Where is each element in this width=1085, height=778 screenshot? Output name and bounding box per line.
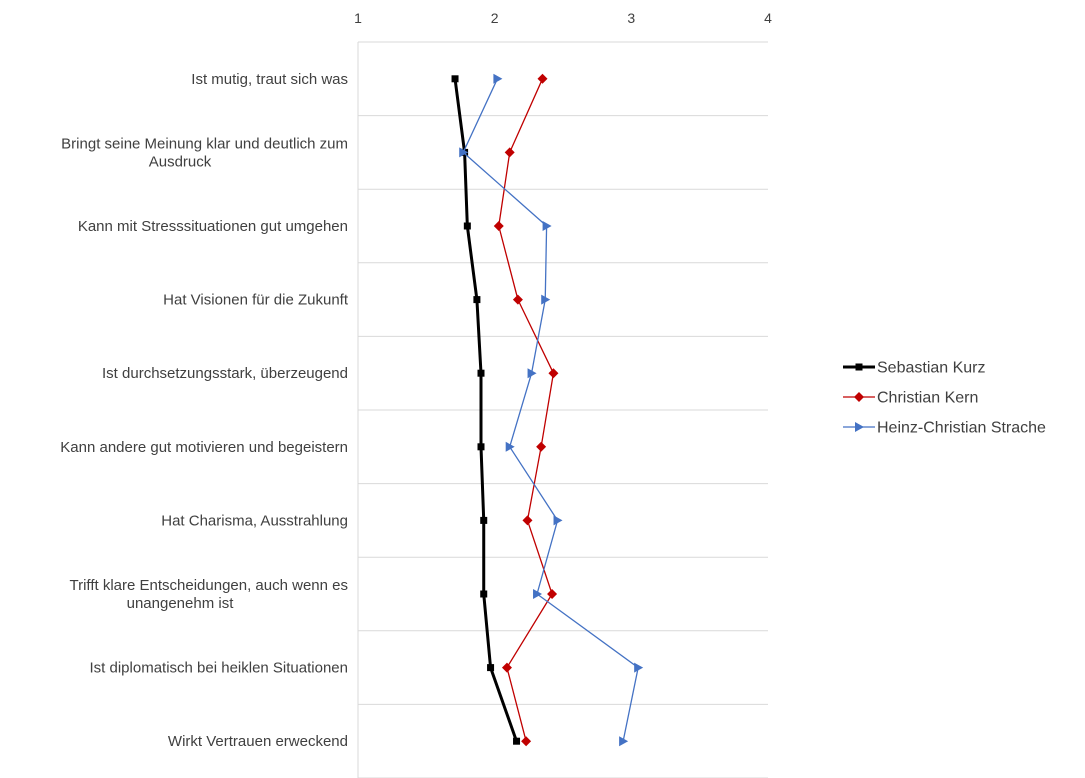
data-point	[541, 294, 551, 305]
data-point	[477, 369, 485, 377]
data-point	[547, 589, 558, 599]
data-point	[512, 294, 523, 305]
data-point	[634, 662, 644, 673]
data-point	[459, 147, 469, 158]
category-label: Kann mit Stresssituationen gut umgehen	[78, 218, 348, 235]
x-tick-label: 2	[491, 10, 499, 26]
legend-label: Heinz-Christian Strache	[877, 420, 1046, 437]
category-label: Wirkt Vertrauen erweckend	[168, 733, 348, 750]
data-point	[548, 368, 559, 379]
category-label: Trifft klare Entscheidungen, auch wenn e…	[70, 577, 349, 612]
data-point	[480, 590, 488, 598]
data-point	[536, 441, 547, 452]
series-line-2	[462, 78, 639, 742]
category-label: Ist mutig, traut sich was	[191, 71, 348, 88]
series-line-0	[453, 78, 518, 742]
data-point	[473, 296, 481, 304]
data-point	[477, 443, 485, 451]
data-point	[513, 737, 521, 745]
data-point	[493, 221, 504, 231]
data-point	[522, 515, 533, 526]
data-point	[501, 662, 512, 673]
data-point	[537, 73, 548, 84]
legend-marker	[855, 422, 864, 432]
category-label: Kann andere gut motivieren und begeister…	[60, 439, 348, 456]
data-point	[542, 221, 552, 231]
legend-marker	[855, 363, 863, 371]
category-label: Hat Charisma, Ausstrahlung	[161, 512, 348, 529]
x-tick-label: 1	[354, 10, 362, 26]
data-point	[463, 222, 471, 230]
data-point	[619, 736, 629, 747]
legend-label: Sebastian Kurz	[877, 360, 986, 377]
data-point	[533, 589, 543, 599]
x-tick-label: 3	[627, 10, 635, 26]
legend-label: Christian Kern	[877, 390, 978, 407]
category-label: Hat Visionen für die Zukunft	[163, 292, 349, 309]
data-point	[480, 516, 488, 524]
data-point	[451, 75, 459, 83]
category-label: Bringt seine Meinung klar und deutlich z…	[61, 135, 348, 170]
category-label: Ist durchsetzungsstark, überzeugend	[102, 365, 348, 382]
data-point	[521, 736, 532, 747]
data-point	[487, 664, 495, 672]
data-point	[527, 368, 537, 379]
x-tick-label: 4	[764, 10, 772, 26]
data-point	[553, 515, 563, 526]
data-point	[493, 73, 503, 84]
category-label: Ist diplomatisch bei heiklen Situationen	[90, 660, 349, 677]
legend-marker	[854, 392, 864, 402]
data-point	[505, 441, 515, 452]
data-point	[504, 147, 515, 158]
